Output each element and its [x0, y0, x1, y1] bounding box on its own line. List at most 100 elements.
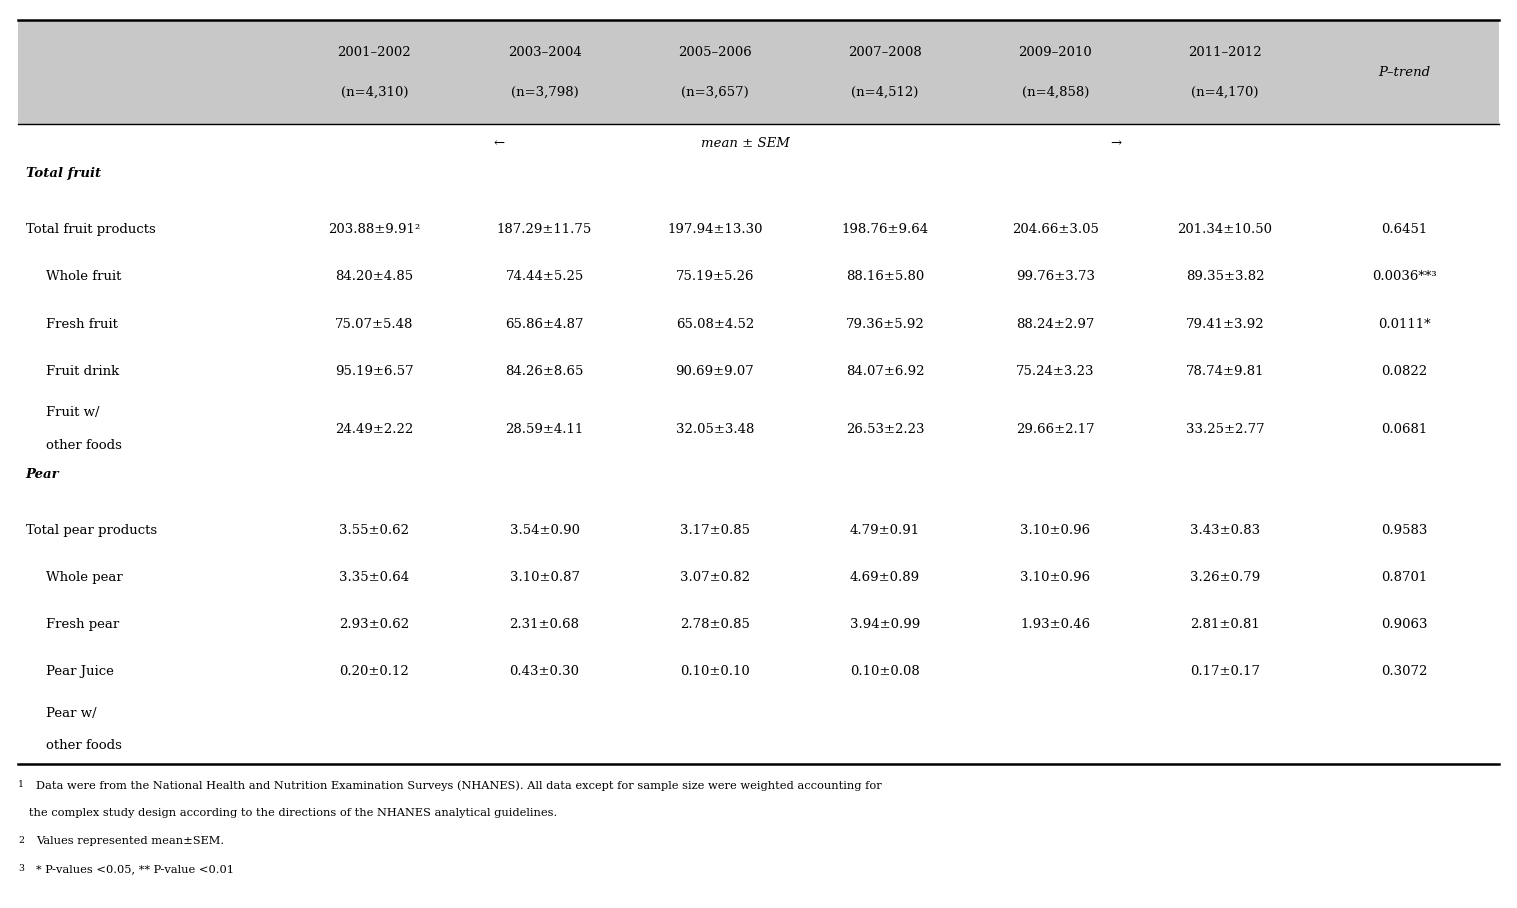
Text: Pear w/: Pear w/ — [46, 706, 96, 720]
Bar — [18, 20, 1499, 124]
Text: 0.6451: 0.6451 — [1380, 223, 1427, 236]
Text: (n=4,310): (n=4,310) — [340, 85, 408, 99]
Text: other foods: other foods — [46, 439, 121, 452]
Text: 2003–2004: 2003–2004 — [508, 45, 581, 59]
Text: Fruit w/: Fruit w/ — [46, 406, 99, 419]
Text: 2.93±0.62: 2.93±0.62 — [340, 618, 410, 631]
Text: 74.44±5.25: 74.44±5.25 — [505, 271, 584, 283]
Text: 2009–2010: 2009–2010 — [1018, 45, 1092, 59]
Text: 33.25±2.77: 33.25±2.77 — [1186, 422, 1264, 436]
Text: Whole pear: Whole pear — [46, 571, 123, 584]
Text: 3.55±0.62: 3.55±0.62 — [340, 524, 410, 537]
Text: (n=4,512): (n=4,512) — [851, 85, 919, 99]
Text: 3.35±0.64: 3.35±0.64 — [340, 571, 410, 584]
Text: 75.07±5.48: 75.07±5.48 — [335, 318, 414, 331]
Text: 0.0111*: 0.0111* — [1377, 318, 1431, 331]
Text: (n=4,858): (n=4,858) — [1021, 85, 1089, 99]
Text: 65.86±4.87: 65.86±4.87 — [505, 318, 584, 331]
Text: Pear Juice: Pear Juice — [46, 666, 114, 678]
Text: 4.69±0.89: 4.69±0.89 — [850, 571, 921, 584]
Text: 0.20±0.12: 0.20±0.12 — [340, 666, 410, 678]
Text: Values represented mean±SEM.: Values represented mean±SEM. — [36, 836, 225, 846]
Text: other foods: other foods — [46, 739, 121, 753]
Text: 28.59±4.11: 28.59±4.11 — [505, 422, 584, 436]
Text: 84.26±8.65: 84.26±8.65 — [505, 365, 584, 378]
Text: 0.10±0.10: 0.10±0.10 — [680, 666, 749, 678]
Text: 88.24±2.97: 88.24±2.97 — [1016, 318, 1095, 331]
Text: 0.0822: 0.0822 — [1380, 365, 1427, 378]
Text: 0.17±0.17: 0.17±0.17 — [1189, 666, 1261, 678]
Text: P–trend: P–trend — [1377, 65, 1431, 79]
Text: Data were from the National Health and Nutrition Examination Surveys (NHANES). A: Data were from the National Health and N… — [36, 780, 883, 791]
Text: 3.17±0.85: 3.17±0.85 — [680, 524, 749, 537]
Text: 2007–2008: 2007–2008 — [848, 45, 922, 59]
Text: 0.9063: 0.9063 — [1380, 618, 1427, 631]
Text: Whole fruit: Whole fruit — [46, 271, 121, 283]
Text: 3.94±0.99: 3.94±0.99 — [850, 618, 921, 631]
Text: 4.79±0.91: 4.79±0.91 — [850, 524, 921, 537]
Text: 65.08±4.52: 65.08±4.52 — [675, 318, 754, 331]
Text: 187.29±11.75: 187.29±11.75 — [498, 223, 592, 236]
Text: 2011–2012: 2011–2012 — [1188, 45, 1262, 59]
Text: 0.10±0.08: 0.10±0.08 — [850, 666, 919, 678]
Text: 75.24±3.23: 75.24±3.23 — [1016, 365, 1095, 378]
Text: 198.76±9.64: 198.76±9.64 — [842, 223, 928, 236]
Text: 2: 2 — [18, 836, 24, 845]
Text: 84.20±4.85: 84.20±4.85 — [335, 271, 413, 283]
Text: 2.31±0.68: 2.31±0.68 — [510, 618, 579, 631]
Text: 3: 3 — [18, 864, 24, 873]
Text: 3.10±0.87: 3.10±0.87 — [510, 571, 579, 584]
Text: Total fruit: Total fruit — [26, 167, 102, 180]
Text: Total pear products: Total pear products — [26, 524, 156, 537]
Text: 203.88±9.91²: 203.88±9.91² — [328, 223, 420, 236]
Text: 0.8701: 0.8701 — [1380, 571, 1427, 584]
Text: 99.76±3.73: 99.76±3.73 — [1016, 271, 1095, 283]
Text: 26.53±2.23: 26.53±2.23 — [846, 422, 924, 436]
Text: 197.94±13.30: 197.94±13.30 — [667, 223, 763, 236]
Text: 2.81±0.81: 2.81±0.81 — [1189, 618, 1259, 631]
Text: 88.16±5.80: 88.16±5.80 — [846, 271, 924, 283]
Text: 1: 1 — [18, 780, 24, 789]
Text: 201.34±10.50: 201.34±10.50 — [1177, 223, 1273, 236]
Text: 32.05±3.48: 32.05±3.48 — [675, 422, 754, 436]
Text: the complex study design according to the directions of the NHANES analytical gu: the complex study design according to th… — [18, 808, 557, 818]
Text: 0.3072: 0.3072 — [1380, 666, 1427, 678]
Text: Fresh fruit: Fresh fruit — [46, 318, 117, 331]
Text: (n=3,657): (n=3,657) — [681, 85, 749, 99]
Text: 79.41±3.92: 79.41±3.92 — [1186, 318, 1264, 331]
Text: 3.10±0.96: 3.10±0.96 — [1021, 524, 1091, 537]
Text: 204.66±3.05: 204.66±3.05 — [1012, 223, 1098, 236]
Text: 3.07±0.82: 3.07±0.82 — [680, 571, 749, 584]
Text: (n=4,170): (n=4,170) — [1191, 85, 1259, 99]
Text: 2005–2006: 2005–2006 — [678, 45, 752, 59]
Text: 0.0681: 0.0681 — [1380, 422, 1427, 436]
Text: 1.93±0.46: 1.93±0.46 — [1021, 618, 1091, 631]
Text: 3.10±0.96: 3.10±0.96 — [1021, 571, 1091, 584]
Text: →: → — [1110, 137, 1121, 150]
Text: 0.43±0.30: 0.43±0.30 — [510, 666, 579, 678]
Text: 0.9583: 0.9583 — [1380, 524, 1427, 537]
Text: ←: ← — [493, 137, 505, 150]
Text: mean ± SEM: mean ± SEM — [701, 137, 790, 150]
Text: Total fruit products: Total fruit products — [26, 223, 156, 236]
Text: 3.43±0.83: 3.43±0.83 — [1189, 524, 1261, 537]
Text: Fruit drink: Fruit drink — [46, 365, 118, 378]
Text: Pear: Pear — [26, 468, 59, 480]
Text: 84.07±6.92: 84.07±6.92 — [846, 365, 924, 378]
Text: 3.54±0.90: 3.54±0.90 — [510, 524, 579, 537]
Text: 0.0036**³: 0.0036**³ — [1371, 271, 1437, 283]
Text: 2.78±0.85: 2.78±0.85 — [680, 618, 749, 631]
Text: * P-values <0.05, ** P-value <0.01: * P-values <0.05, ** P-value <0.01 — [36, 864, 235, 874]
Text: 2001–2002: 2001–2002 — [337, 45, 411, 59]
Text: 3.26±0.79: 3.26±0.79 — [1189, 571, 1261, 584]
Text: 78.74±9.81: 78.74±9.81 — [1186, 365, 1264, 378]
Text: Fresh pear: Fresh pear — [46, 618, 118, 631]
Text: 90.69±9.07: 90.69±9.07 — [675, 365, 754, 378]
Text: 75.19±5.26: 75.19±5.26 — [675, 271, 754, 283]
Text: 24.49±2.22: 24.49±2.22 — [335, 422, 414, 436]
Text: 29.66±2.17: 29.66±2.17 — [1016, 422, 1095, 436]
Text: 89.35±3.82: 89.35±3.82 — [1186, 271, 1264, 283]
Text: 79.36±5.92: 79.36±5.92 — [845, 318, 924, 331]
Text: (n=3,798): (n=3,798) — [511, 85, 578, 99]
Text: 95.19±6.57: 95.19±6.57 — [335, 365, 414, 378]
